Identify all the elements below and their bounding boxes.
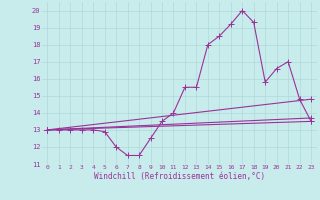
X-axis label: Windchill (Refroidissement éolien,°C): Windchill (Refroidissement éolien,°C) bbox=[94, 172, 265, 181]
